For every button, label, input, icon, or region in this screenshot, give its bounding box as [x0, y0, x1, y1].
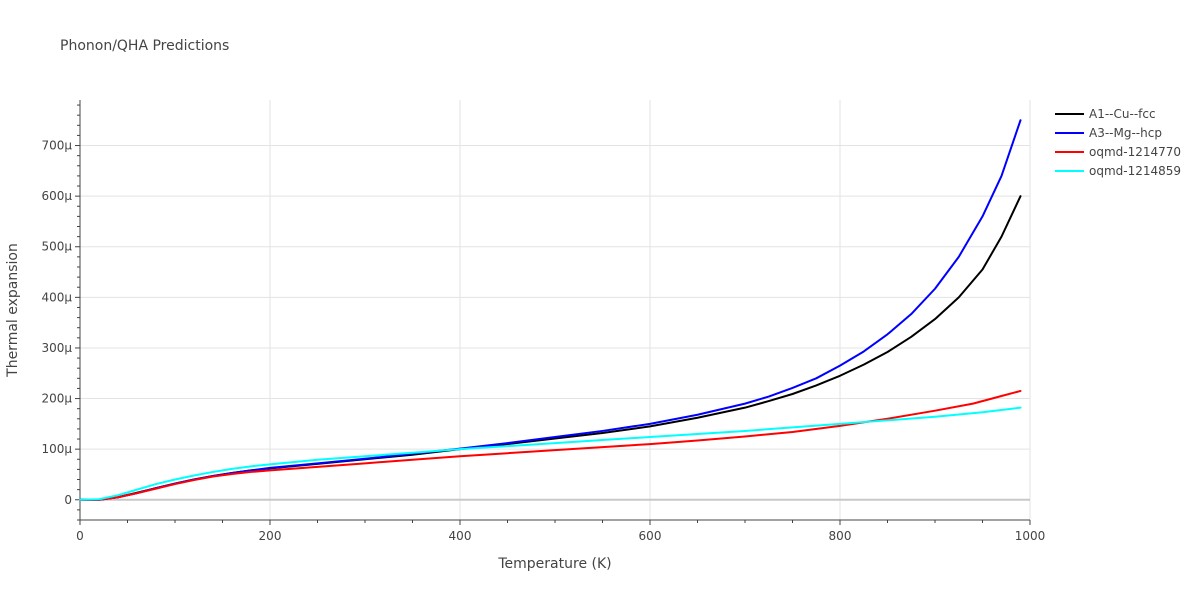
x-tick-label: 600: [639, 529, 662, 543]
series-line-oqmd-1214859: [79, 406, 1022, 501]
legend-item[interactable]: oqmd-1214770: [1055, 145, 1181, 159]
x-tick-label: 800: [829, 529, 852, 543]
y-tick-label: 500μ: [41, 240, 72, 254]
legend-label: oqmd-1214770: [1089, 145, 1181, 159]
x-tick-label: 0: [76, 529, 84, 543]
legend-item[interactable]: A1--Cu--fcc: [1055, 107, 1156, 121]
x-tick-label: 1000: [1015, 529, 1046, 543]
y-tick-label: 0: [64, 493, 72, 507]
x-tick-label: 400: [449, 529, 472, 543]
y-ticks: 0 100μ 200μ 300μ 400μ 500μ 600μ 700μ: [41, 104, 80, 521]
legend-label: A3--Mg--hcp: [1089, 126, 1162, 140]
legend-label: A1--Cu--fcc: [1089, 107, 1156, 121]
x-axis-title: Temperature (K): [497, 556, 611, 572]
x-tick-label: 200: [259, 529, 282, 543]
y-tick-label: 200μ: [41, 392, 72, 406]
y-tick-label: 100μ: [41, 442, 72, 456]
y-tick-label: 600μ: [41, 189, 72, 203]
grid: [80, 100, 1031, 520]
chart-title: Phonon/QHA Predictions: [60, 38, 229, 54]
legend-item[interactable]: oqmd-1214859: [1055, 164, 1181, 178]
x-ticks: 0 200 400 600 800 1000: [76, 520, 1045, 543]
legend-item[interactable]: A3--Mg--hcp: [1055, 126, 1162, 140]
series: [79, 119, 1022, 501]
legend-label: oqmd-1214859: [1089, 164, 1181, 178]
y-axis-title: Thermal expansion: [5, 243, 21, 378]
y-tick-label: 400μ: [41, 290, 72, 304]
y-tick-label: 300μ: [41, 341, 72, 355]
y-tick-label: 700μ: [41, 139, 72, 153]
legend: A1--Cu--fcc A3--Mg--hcp oqmd-1214770 oqmd-1…: [1055, 107, 1181, 178]
